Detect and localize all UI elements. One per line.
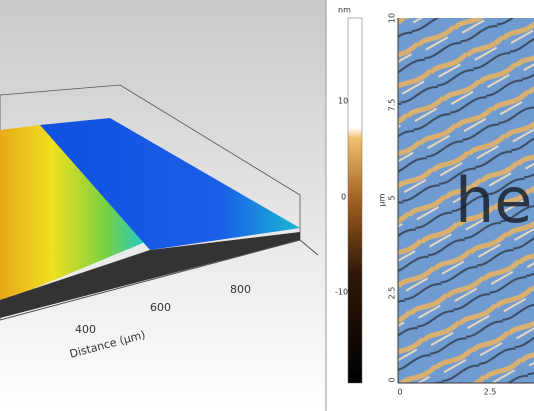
tick-label: 800 bbox=[230, 283, 251, 296]
y-tick-label: 5 bbox=[388, 195, 397, 200]
colorbar-tick: 10 bbox=[338, 97, 348, 106]
y-axis-label: µm bbox=[378, 193, 387, 206]
colorbar bbox=[347, 17, 363, 384]
rough-region bbox=[0, 125, 150, 300]
x-tick-label: 2.5 bbox=[484, 388, 497, 397]
colorbar-tick: -10 bbox=[335, 288, 348, 297]
flat-region bbox=[40, 118, 300, 250]
y-tick-label: 7.5 bbox=[388, 99, 397, 112]
x-tick-label: 0 bbox=[397, 388, 402, 397]
y-tick-label: 0 bbox=[388, 377, 397, 382]
tick-label: 400 bbox=[75, 323, 96, 336]
surface-base bbox=[0, 232, 300, 318]
inscription: he bbox=[455, 164, 532, 237]
colorbar-unit: nm bbox=[338, 6, 351, 15]
y-tick-label: 2.5 bbox=[388, 287, 397, 300]
axis-line bbox=[299, 239, 319, 256]
plot-box bbox=[0, 84, 301, 321]
colorbar-tick: 0 bbox=[341, 193, 346, 202]
tick-label: 600 bbox=[150, 301, 171, 314]
y-tick-label: 10 bbox=[388, 13, 397, 23]
afm-image bbox=[398, 18, 534, 383]
axis-line bbox=[0, 239, 301, 321]
